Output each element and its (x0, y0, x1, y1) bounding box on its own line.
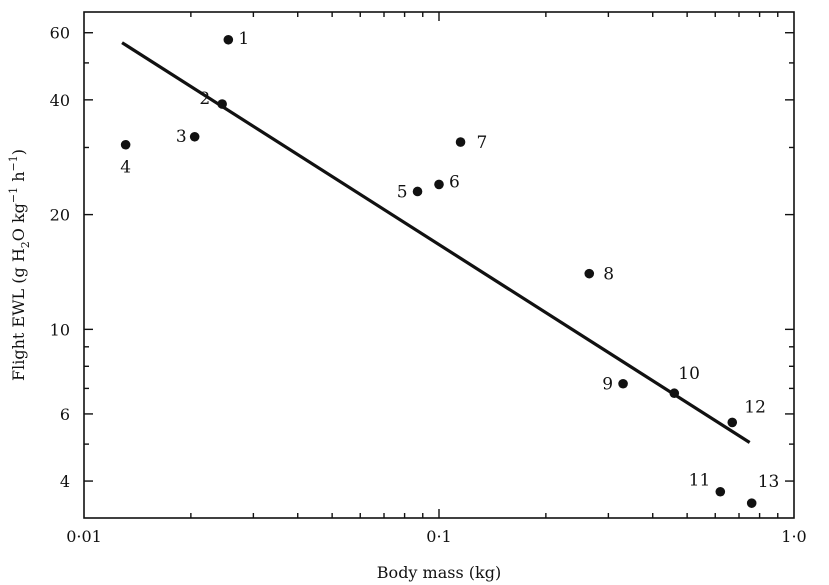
y-axis-title-sup2: −1 (7, 155, 20, 171)
data-point-label: 2 (199, 89, 210, 109)
data-point (584, 269, 594, 279)
y-axis-title-o: O kg (9, 203, 28, 241)
x-axis-title: Body mass (kg) (377, 563, 501, 582)
y-axis-title-h: h (9, 171, 28, 186)
y-axis-title: Flight EWL (g H2O kg−1 h−1) (7, 149, 32, 381)
data-point-label: 5 (397, 182, 408, 202)
data-point-label: 12 (744, 397, 766, 417)
y-axis-title-main: Flight EWL (g H (9, 248, 28, 381)
y-tick-label: 20 (50, 206, 70, 225)
data-point-label: 3 (176, 127, 187, 147)
data-point (434, 180, 444, 190)
data-point (217, 99, 227, 109)
data-point (669, 388, 679, 398)
data-point (618, 379, 628, 389)
data-point-label: 1 (238, 29, 249, 49)
y-tick-label: 60 (50, 24, 70, 43)
data-point (224, 35, 234, 45)
y-tick-label: 6 (60, 405, 70, 424)
data-point-label: 10 (678, 364, 700, 384)
data-point-label: 6 (449, 172, 460, 192)
x-tick-label: 1·0 (781, 527, 806, 546)
y-tick-label: 10 (50, 320, 70, 339)
x-tick-label: 0·1 (426, 527, 451, 546)
data-point (190, 132, 200, 142)
y-tick-label: 40 (50, 91, 70, 110)
y-axis-title-sup1: −1 (7, 187, 20, 203)
data-point (456, 137, 466, 147)
data-point-label: 8 (603, 265, 614, 285)
y-axis-title-sub: 2 (19, 241, 32, 248)
data-point (747, 498, 757, 508)
data-point-label: 13 (758, 472, 780, 492)
data-point-label: 7 (477, 133, 488, 153)
y-tick-label: 4 (60, 472, 70, 491)
x-tick-label: 0·01 (66, 527, 102, 546)
data-point (121, 140, 131, 150)
regression-line (122, 43, 750, 443)
data-point (727, 418, 737, 428)
data-point-label: 9 (602, 375, 613, 395)
fit-line-group (122, 43, 750, 443)
data-point (715, 487, 725, 497)
data-point-label: 4 (120, 158, 131, 178)
data-point (413, 187, 423, 197)
axis-ticks: 0·01 0·1 1·0 4 6 10 20 40 60 (50, 12, 807, 546)
data-point-label: 11 (689, 471, 711, 491)
y-axis-title-close: ) (9, 149, 28, 155)
